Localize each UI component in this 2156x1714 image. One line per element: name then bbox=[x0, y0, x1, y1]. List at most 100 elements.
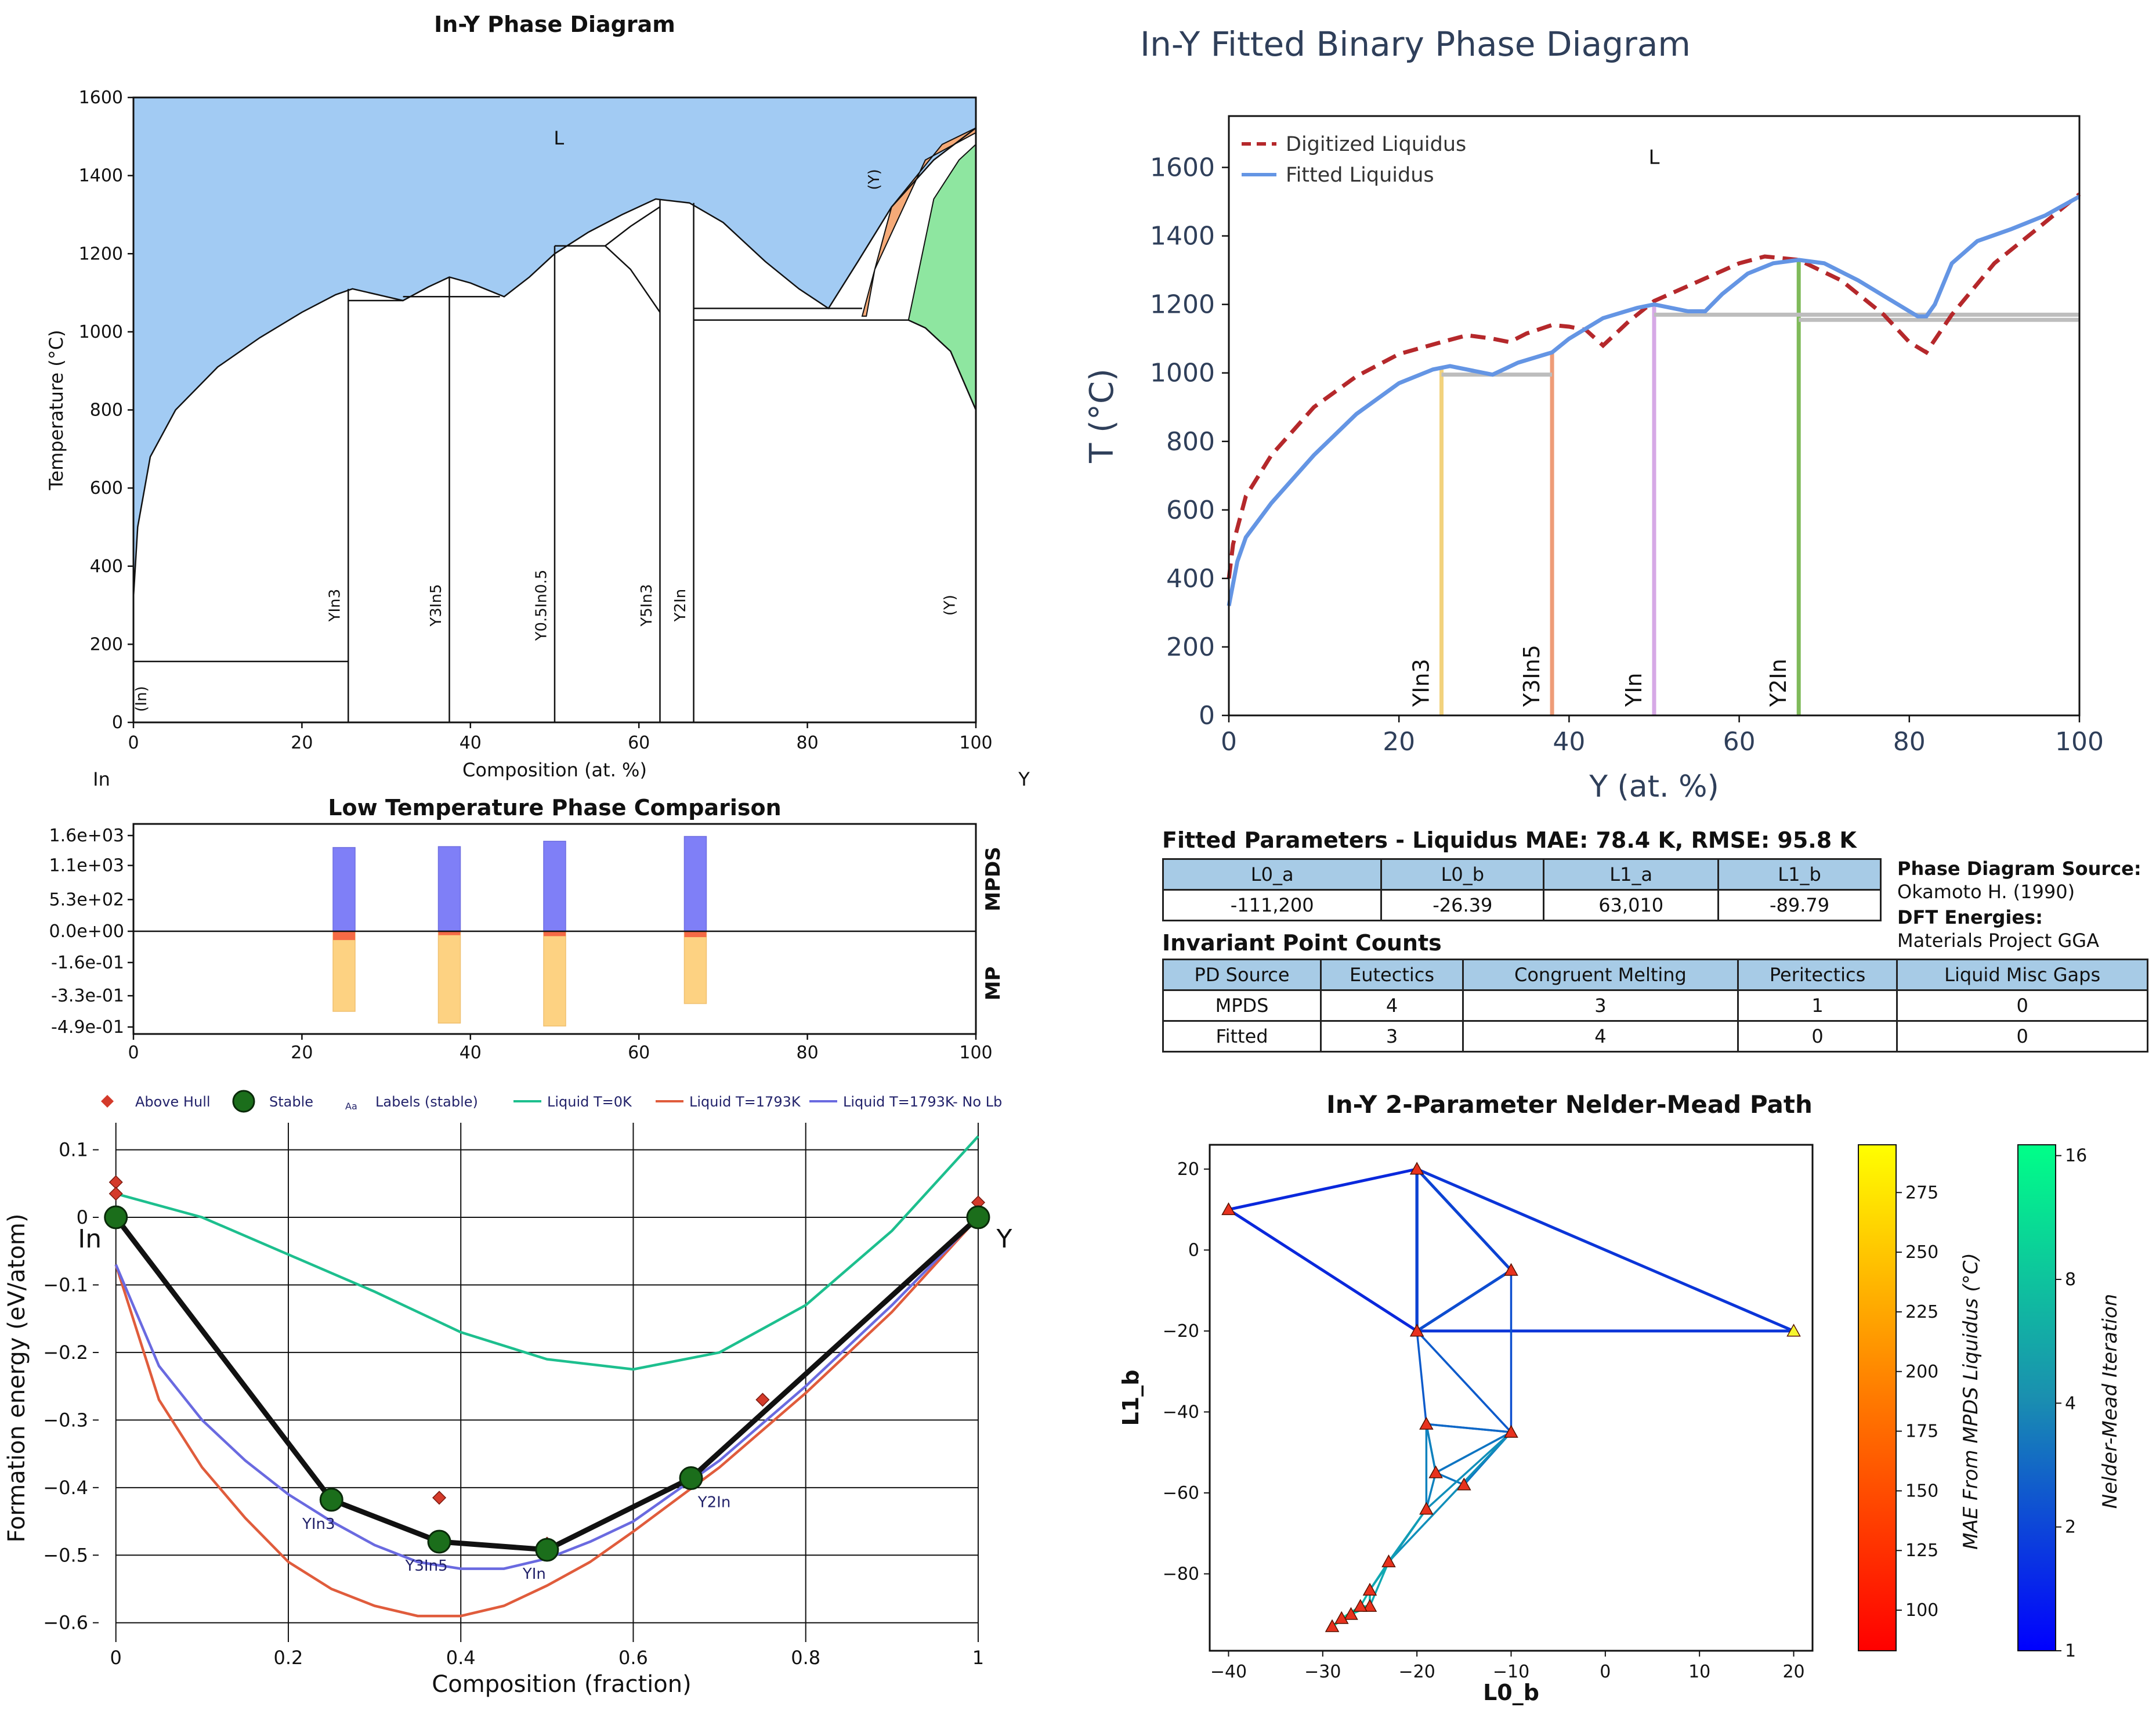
compound-label: YIn3 bbox=[1409, 659, 1434, 707]
path-point bbox=[1419, 1502, 1434, 1515]
inv-cell: 1 bbox=[1737, 989, 1898, 1022]
x-tick-label: 40 bbox=[460, 733, 482, 753]
inv-cell: 3 bbox=[1462, 989, 1739, 1022]
colorbar-tick-label: 200 bbox=[1905, 1362, 1938, 1382]
invariant-points-title: Invariant Point Counts bbox=[1162, 930, 1442, 956]
legend-swatch: Aa bbox=[345, 1101, 357, 1112]
y-tick-label: 1400 bbox=[79, 166, 123, 186]
phase-label: (In) bbox=[133, 686, 150, 711]
x-tick-label: 100 bbox=[2055, 727, 2104, 757]
mpds-bar bbox=[437, 846, 461, 932]
chart-title: Low Temperature Phase Comparison bbox=[328, 795, 781, 820]
colorbar-tick-label: 150 bbox=[1905, 1481, 1938, 1501]
simplex-edge bbox=[1425, 1423, 1515, 1474]
x-tick-label: 100 bbox=[959, 733, 992, 753]
simplex-edge bbox=[1388, 1431, 1512, 1563]
mp-red-bar bbox=[544, 931, 566, 936]
inv-cell: 3 bbox=[1320, 1020, 1464, 1053]
path-point bbox=[1409, 1162, 1424, 1175]
x-tick-label: 0 bbox=[110, 1647, 122, 1669]
simplex-edge bbox=[1225, 1167, 1419, 1334]
y-tick-label: 0 bbox=[1188, 1240, 1199, 1260]
param-header: L1_a bbox=[1543, 858, 1720, 891]
liquid-1793k-curve bbox=[114, 1216, 979, 1618]
y-tick-label: 1600 bbox=[79, 88, 123, 108]
y-tick-label: 1200 bbox=[1150, 290, 1215, 320]
stable-label: Y2In bbox=[697, 1494, 731, 1511]
phase-label: Y0.5In0.5 bbox=[533, 570, 550, 642]
x-tick-label: 20 bbox=[1383, 727, 1415, 757]
x-tick-label: −20 bbox=[1399, 1662, 1435, 1682]
y-axis-label: T (°C) bbox=[1083, 368, 1121, 464]
stable-marker bbox=[679, 1466, 703, 1491]
y-tick-label: 800 bbox=[90, 400, 123, 421]
dft-label: DFT Energies: bbox=[1897, 906, 2043, 928]
x-tick-label: 60 bbox=[1723, 727, 1756, 757]
x-tick-label: 0 bbox=[128, 1043, 139, 1063]
liquid-1793k-nolb-curve bbox=[114, 1216, 979, 1570]
x-tick-label: 10 bbox=[1688, 1662, 1710, 1682]
mp-red-bar bbox=[333, 931, 355, 941]
y-tick-label: 0 bbox=[77, 1206, 88, 1228]
peritectic-curve bbox=[605, 206, 661, 247]
region-label: L bbox=[554, 127, 564, 149]
iteration-colorbar bbox=[2017, 1144, 2056, 1651]
above-hull-marker bbox=[108, 1187, 123, 1201]
y-tick-label: −0.1 bbox=[43, 1274, 88, 1296]
path-point bbox=[1504, 1424, 1518, 1438]
inv-header: Peritectics bbox=[1737, 959, 1898, 991]
mp-red-bar bbox=[684, 931, 707, 938]
y-tick-label: −60 bbox=[1163, 1483, 1199, 1503]
liquid-0k-curve bbox=[115, 1135, 979, 1371]
x-tick-label: −30 bbox=[1304, 1662, 1341, 1682]
fitted-phase-diagram-chart: In-Y Fitted Binary Phase Diagram YIn3 Y3In… bbox=[1083, 24, 2104, 804]
x-tick-label: 20 bbox=[1782, 1662, 1804, 1682]
invariant-points-table: PD Source Eutectics Congruent Melting Pe… bbox=[1162, 959, 2148, 1053]
above-hull-marker bbox=[108, 1175, 123, 1189]
mp-bar bbox=[437, 931, 461, 1024]
legend-label: Stable bbox=[269, 1094, 313, 1110]
stable-label: Y3In5 bbox=[405, 1557, 448, 1575]
formation-energy-chart: YIn3 Y3In5 YIn Y2In In Y 0 0.2 0.4 0.6 0.8 1 0.1 0 −0.… bbox=[3, 1090, 1012, 1698]
legend-label: Liquid T=1793K- No Lb bbox=[843, 1094, 1002, 1110]
mp-bar bbox=[332, 931, 356, 1012]
y-tick-label: -4.9e-01 bbox=[51, 1017, 124, 1037]
colorbar-tick-label: 8 bbox=[2065, 1270, 2076, 1290]
x-tick-label: 20 bbox=[291, 733, 313, 753]
end-label: In bbox=[78, 1224, 102, 1254]
path-point bbox=[1344, 1607, 1358, 1620]
x-axis-label: Composition (at. %) bbox=[462, 759, 647, 781]
y-tick-label: 200 bbox=[1166, 632, 1215, 662]
simplex-edge bbox=[1415, 1328, 1514, 1434]
y-tick-label: 200 bbox=[90, 634, 123, 654]
mp-red-bar bbox=[438, 931, 461, 935]
path-point bbox=[1334, 1611, 1349, 1624]
x-tick-label: 80 bbox=[1893, 727, 1926, 757]
x-tick-label: 0.2 bbox=[274, 1647, 303, 1669]
x-tick-label: −10 bbox=[1493, 1662, 1529, 1682]
y-tick-label: −80 bbox=[1163, 1564, 1199, 1584]
path-point bbox=[1786, 1324, 1801, 1337]
phase-label: Y2In bbox=[672, 589, 689, 623]
legend-label: Above Hull bbox=[135, 1094, 211, 1110]
legend-label: Liquid T=0K bbox=[547, 1094, 632, 1110]
plot-frame bbox=[132, 823, 977, 1035]
y-tick-label: 0 bbox=[112, 713, 123, 733]
phase-label: (Y) bbox=[866, 169, 883, 190]
low-temp-chart: Low Temperature Phase Comparison 1.6e+03 1… bbox=[49, 795, 1005, 1063]
above-hull-marker bbox=[755, 1393, 770, 1407]
colorbar-tick-label: 4 bbox=[2065, 1393, 2076, 1413]
inv-header: Eutectics bbox=[1320, 959, 1464, 991]
simplex-edge bbox=[1425, 1424, 1437, 1510]
stable-marker bbox=[319, 1488, 343, 1512]
path-point bbox=[1362, 1582, 1377, 1596]
path-point bbox=[1409, 1324, 1424, 1337]
param-header: L1_b bbox=[1717, 858, 1882, 891]
x-tick-label: 40 bbox=[460, 1043, 482, 1063]
convex-hull-line bbox=[114, 1215, 981, 1553]
path-point bbox=[1428, 1465, 1443, 1478]
path-point bbox=[1353, 1599, 1368, 1612]
stable-marker bbox=[104, 1205, 128, 1230]
y-tick-label: -1.6e-01 bbox=[51, 953, 124, 973]
y-tick-label: −0.6 bbox=[43, 1612, 88, 1634]
